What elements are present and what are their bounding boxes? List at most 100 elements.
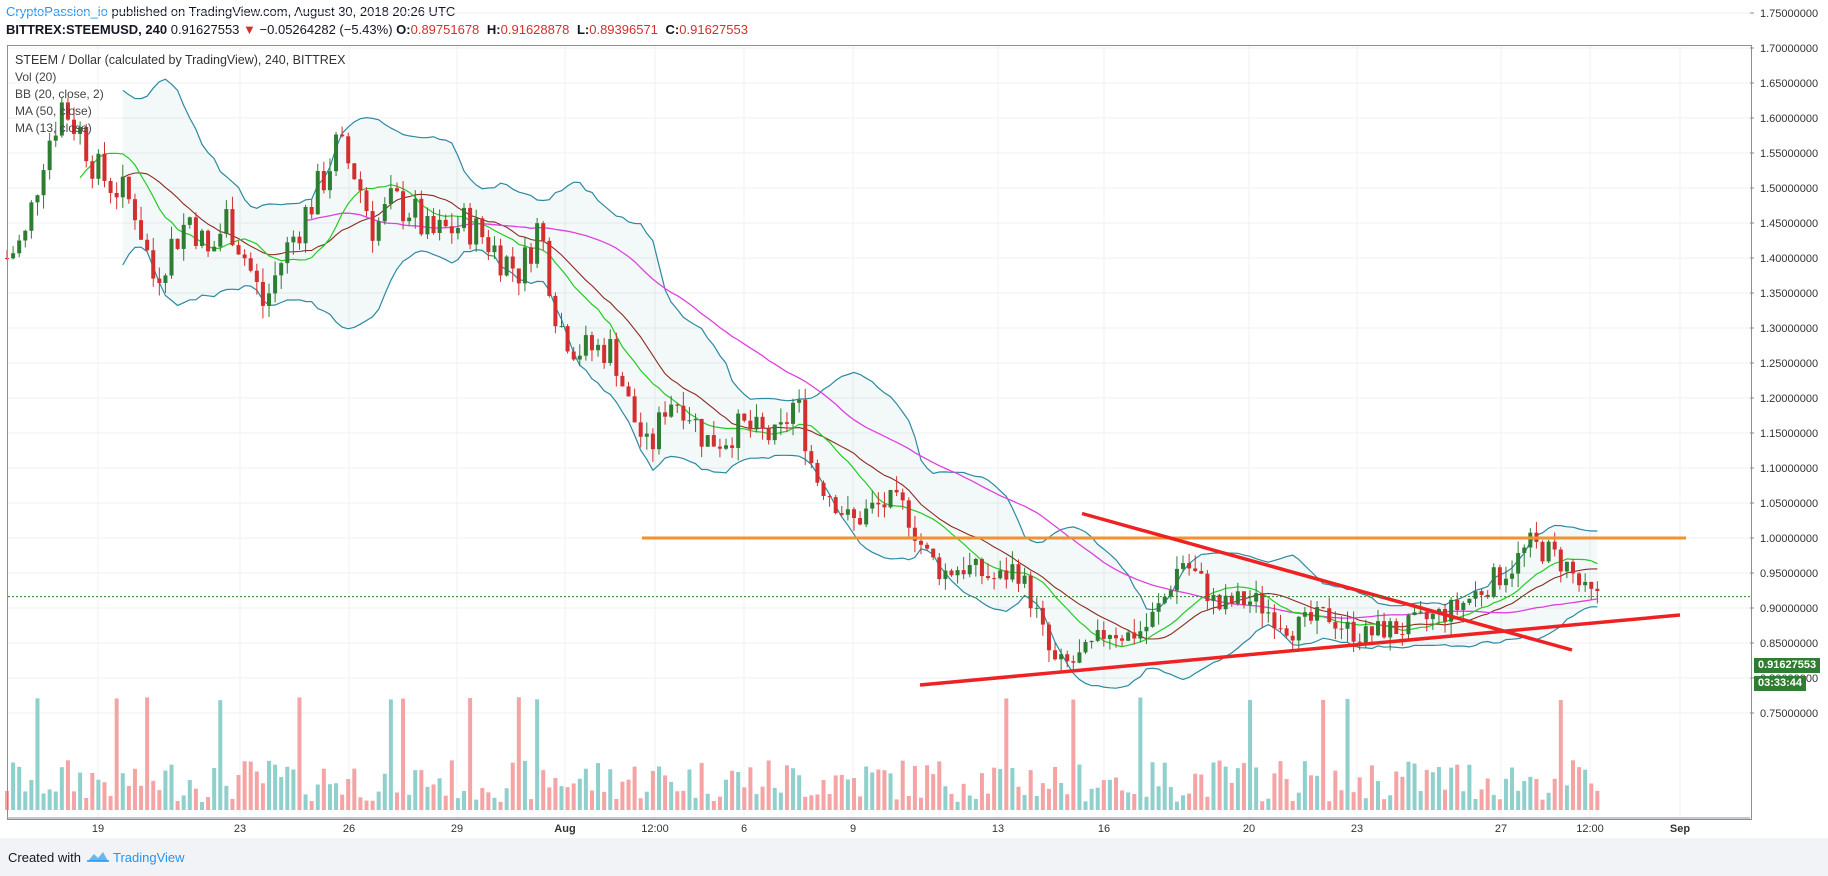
volume-bar [998,769,1003,810]
volume-bar [1059,783,1064,810]
volume-bar [596,763,601,810]
candle-body [279,263,284,276]
candle-body [559,326,564,328]
candle-body [1406,615,1411,635]
volume-bar [1229,782,1234,810]
volume-bar [468,698,473,810]
candle-body [900,492,905,501]
volume-bar [388,699,393,810]
tradingview-link[interactable]: TradingView [113,850,185,865]
volume-bar [1235,768,1240,810]
volume-bar [1577,767,1582,810]
volume-bar [1375,781,1380,810]
volume-bar [260,783,265,810]
price-chart[interactable]: 1.75000000 1.70000000 1.65000000 1.60000000… [0,0,1828,838]
volume-bar [1418,791,1423,810]
candle-body [644,433,649,437]
candle-body [1217,594,1222,610]
candle-body [955,570,960,576]
candle-body [845,509,850,515]
volume-bar [1193,773,1198,810]
candle-body [230,209,235,246]
candle-body [370,211,375,241]
author-link[interactable]: CryptoPassion_io [6,4,108,19]
y-tick-label: 0.75000000 [1760,708,1818,720]
volume-bar [1065,794,1070,810]
volume-bar [498,801,503,810]
volume-bar [937,761,942,810]
volume-bar [285,766,290,810]
candle-body [931,548,936,558]
candle-body [1101,630,1106,639]
candle-body [815,463,820,483]
candle-body [267,293,272,306]
candle-body [303,207,308,244]
volume-bar [1290,801,1295,810]
volume-bar [1120,790,1125,810]
tradingview-logo-icon[interactable] [86,848,110,864]
candle-body [175,238,180,249]
volume-bar [864,766,869,810]
volume-bar [894,799,899,810]
volume-bar [1302,761,1307,810]
volume-bar [449,760,454,810]
x-tick-label: 23 [234,823,246,835]
volume-bar [547,787,552,810]
candle-body [553,295,558,327]
candle-body [1126,632,1131,641]
volume-bar [803,796,808,810]
volume-bar [650,770,655,810]
candle-body [455,228,460,234]
candle-body [918,540,923,545]
candle-body [327,171,332,191]
volume-bar [382,773,387,810]
candle-body [1327,608,1332,623]
candle-body [425,216,430,235]
volume-bar [1436,767,1441,810]
candle-body [1570,561,1575,574]
volume-bar [102,782,107,810]
candle-body [535,223,540,264]
y-tick-label: 1.75000000 [1760,8,1818,20]
y-tick-label: 1.50000000 [1760,183,1818,195]
candle-body [1388,621,1393,638]
candle-body [419,198,424,235]
candle-body [413,198,418,218]
volume-bar [248,761,253,810]
volume-bar [1351,792,1356,810]
candle-body [1199,570,1204,574]
volume-bar [96,779,101,810]
volume-bar [522,760,527,810]
volume-bar [273,764,278,810]
volume-bar [1260,801,1265,810]
candle-body [614,339,619,376]
volume-bar [145,697,150,810]
volume-bar [126,785,131,810]
volume-bar [443,795,448,810]
volume-bar [565,787,570,810]
candle-body [1083,642,1088,653]
candle-body [1461,602,1466,610]
candle-body [1357,641,1362,643]
candle-body [1564,561,1569,572]
candle-body [291,236,296,243]
publish-line: CryptoPassion_io published on TradingVie… [6,4,455,19]
volume-bar [918,797,923,810]
volume-bar [510,762,515,810]
volume-bar [821,780,826,810]
volume-bar [669,781,674,810]
candle-body [236,245,241,255]
candle-body [35,195,40,203]
candle-body [620,375,625,387]
candle-body [443,219,448,227]
candle-body [1345,621,1350,629]
candle-body [401,191,406,222]
volume-bar [425,786,430,810]
x-tick-label: 19 [92,823,104,835]
y-tick-label: 1.70000000 [1760,43,1818,55]
volume-bar [1485,778,1490,810]
candle-body [41,170,46,196]
candle-body [1497,567,1502,586]
volume-bar [17,766,22,810]
candle-body [437,219,442,234]
